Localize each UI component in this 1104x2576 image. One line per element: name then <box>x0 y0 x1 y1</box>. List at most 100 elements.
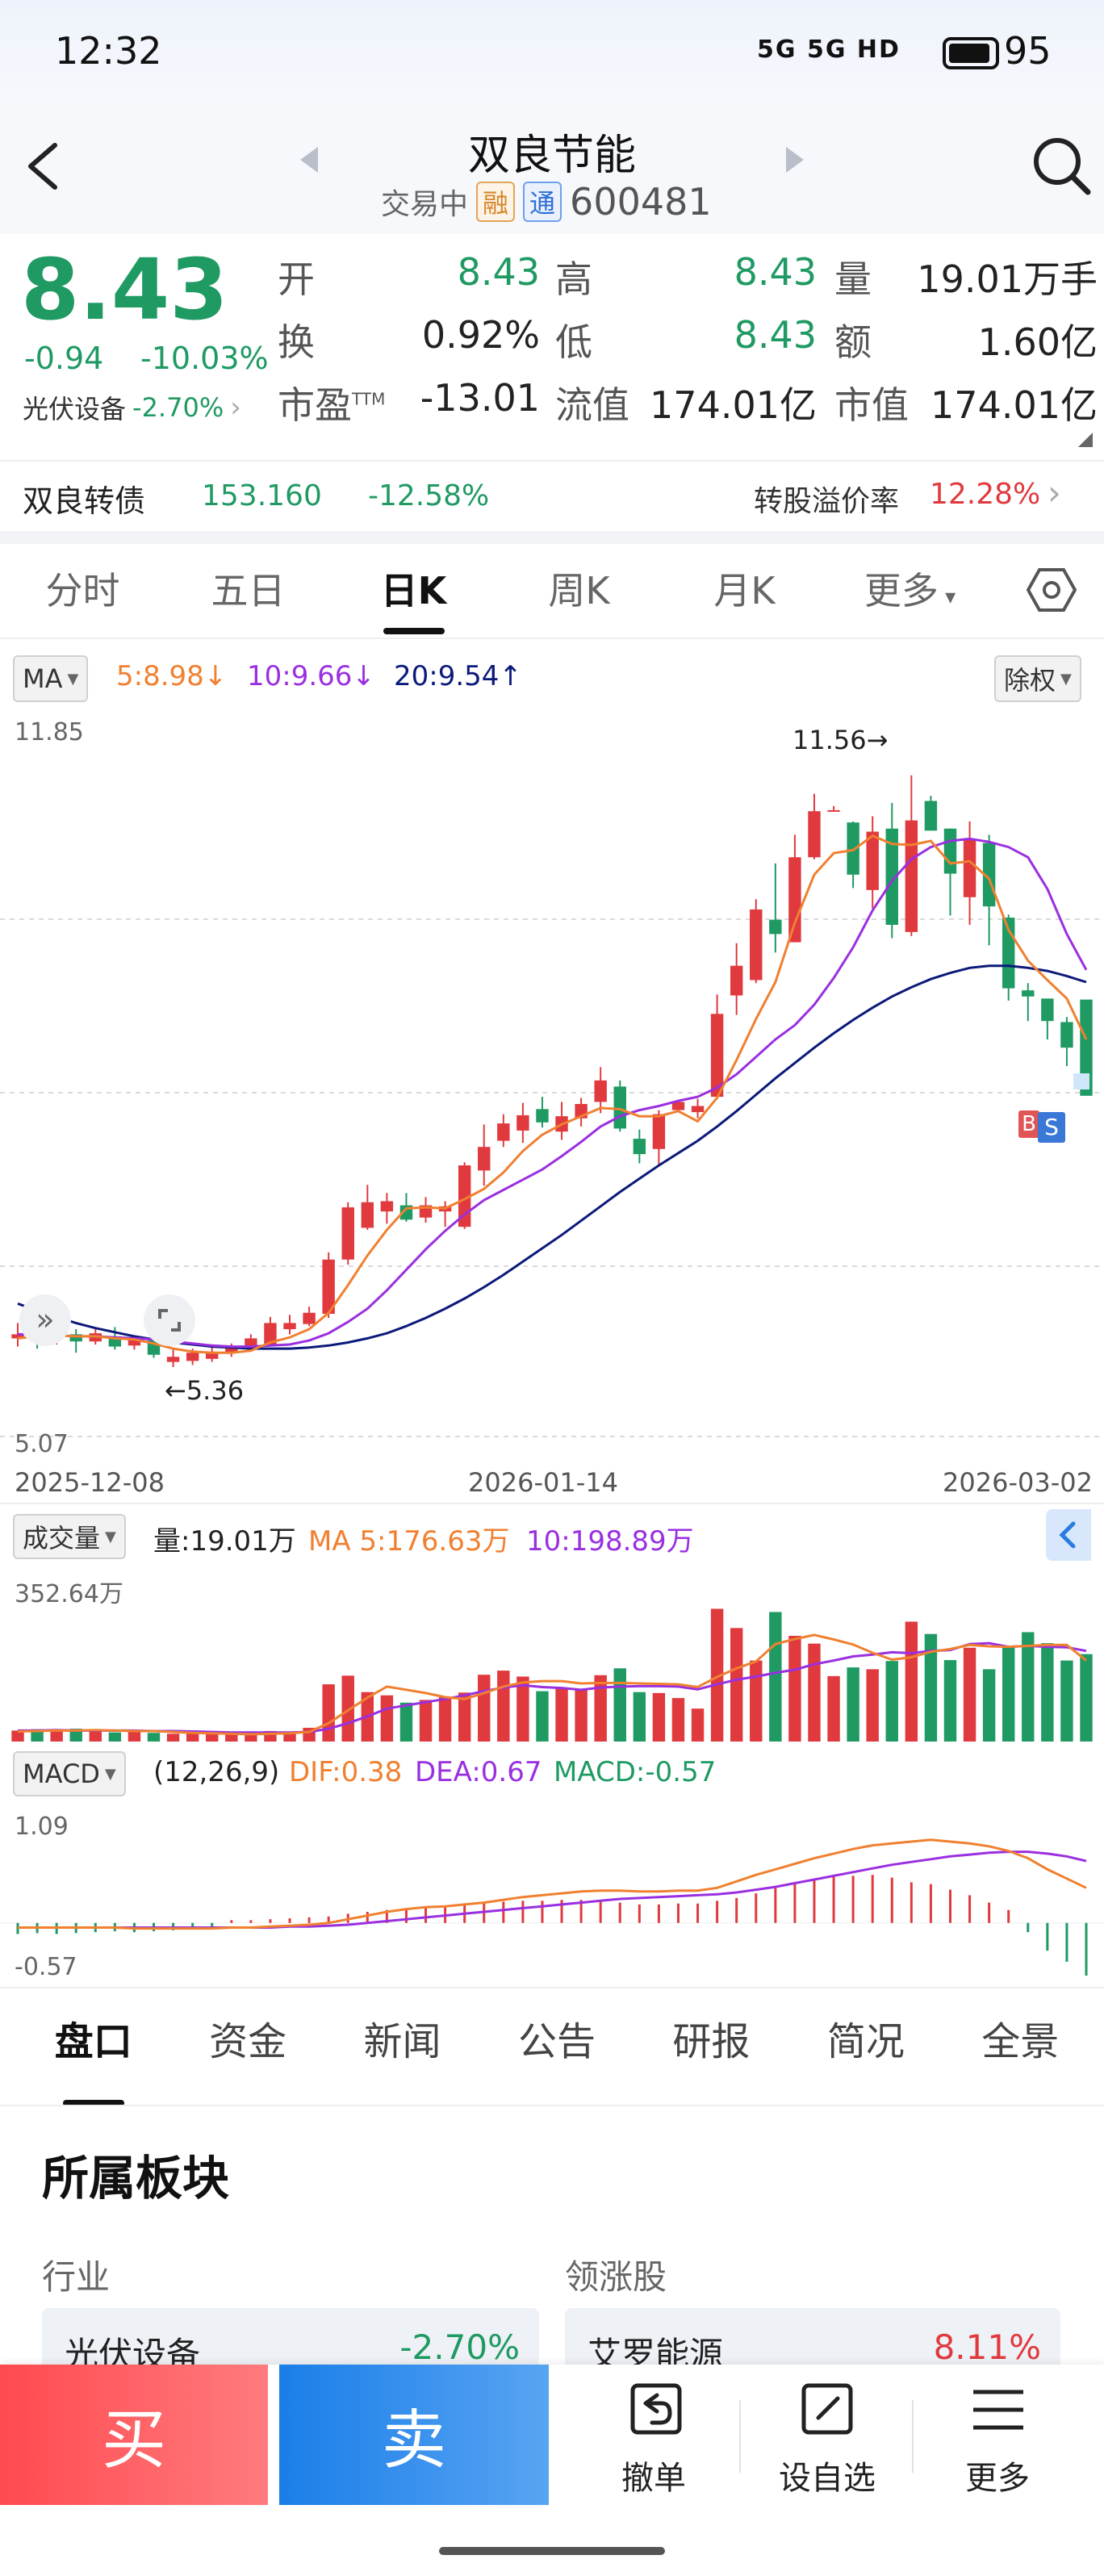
info-tab[interactable]: 资金 <box>170 1993 324 2106</box>
caret-down-icon: ▼ <box>1060 670 1072 688</box>
sell-button[interactable]: 卖 <box>279 2365 549 2505</box>
dif-line <box>18 1838 1087 1930</box>
volume-bar <box>943 1660 957 1742</box>
sector-link[interactable]: 光伏设备 -2.70% › <box>23 389 241 426</box>
macd-chart[interactable]: 1.09 -0.57 <box>0 1806 1104 1984</box>
info-tab[interactable]: 公告 <box>479 1993 634 2106</box>
price-change-pct: -10.03% <box>140 341 269 376</box>
macd-selector-label: MACD <box>23 1758 100 1789</box>
volume-indicator-bar: 成交量 ▼ 量:19.01万 MA 5:176.63万 10:198.89万 <box>0 1508 1104 1569</box>
prev-stock-icon[interactable] <box>297 144 321 176</box>
volume-chart[interactable]: 352.64万 <box>0 1569 1104 1743</box>
ma20-text: 20:9.54 <box>394 660 500 692</box>
kline-chart[interactable]: 11.85 5.07 11.56→ ←5.36 » B S <box>0 713 1104 1501</box>
add-watchlist-label: 设自选 <box>779 2460 876 2497</box>
divider <box>0 1503 1104 1504</box>
buy-button[interactable]: 买 <box>0 2365 268 2505</box>
date-end: 2026-03-02 <box>943 1467 1093 1498</box>
industry-column-label: 行业 <box>42 2257 111 2297</box>
ma-selector[interactable]: MA ▼ <box>13 655 89 702</box>
candle-body <box>710 1014 724 1098</box>
next-stock-icon[interactable] <box>783 144 807 176</box>
candle-body <box>943 828 957 874</box>
volume-bar <box>536 1691 549 1742</box>
volume-bar <box>11 1730 24 1742</box>
info-tab[interactable]: 简况 <box>788 1993 943 2106</box>
cancel-order-button[interactable]: 撤单 <box>573 2373 734 2510</box>
active-tab-indicator <box>62 2100 124 2106</box>
candle-body <box>536 1109 549 1123</box>
info-tab[interactable]: 研报 <box>634 1993 788 2106</box>
macd-dea: DEA:0.67 <box>415 1756 542 1788</box>
expand-panel-icon[interactable]: » <box>19 1294 71 1346</box>
ma5-value: 5:8.98↓ <box>116 660 227 692</box>
quote-label: 换 <box>278 320 315 364</box>
volume-bar <box>516 1676 529 1742</box>
chart-tab[interactable]: 五日 <box>165 544 331 638</box>
macd-axis-max: 1.09 <box>15 1813 69 1841</box>
back-icon[interactable] <box>21 134 69 199</box>
chart-tab[interactable]: 更多 ▾ <box>827 544 993 638</box>
add-watchlist-button[interactable]: 设自选 <box>742 2373 912 2510</box>
quote-label: 额 <box>834 320 872 364</box>
candle-body <box>1022 990 1035 997</box>
candle-body <box>245 1338 257 1347</box>
quote-value: 8.43 <box>734 250 817 294</box>
candle-body <box>808 811 821 858</box>
convertible-bond-row[interactable]: 双良转债 153.160 -12.58% 转股溢价率 12.28% › <box>0 462 1104 531</box>
chart-tab[interactable]: 日K <box>331 544 496 638</box>
info-tab-label: 简况 <box>826 2019 905 2064</box>
volume-selector[interactable]: 成交量 ▼ <box>13 1514 126 1559</box>
ma20-value: 20:9.54↑ <box>394 660 522 692</box>
chevron-right-icon: › <box>1048 473 1061 512</box>
stock-title: 双良节能 <box>467 132 636 180</box>
candle-body <box>750 909 763 981</box>
chart-tab[interactable]: 分时 <box>0 544 165 638</box>
candle-body <box>497 1123 510 1141</box>
quote-label: 低 <box>555 320 592 364</box>
volume-ma5-line <box>17 1633 1087 1736</box>
chart-tab[interactable]: 周K <box>496 544 662 638</box>
sell-signal-badge: S <box>1038 1112 1065 1143</box>
candle-body <box>613 1086 626 1129</box>
chart-settings-icon[interactable] <box>1026 565 1077 615</box>
volume-bar <box>750 1660 763 1742</box>
volume-bar <box>206 1733 219 1742</box>
quote-value: -13.01 <box>420 376 540 420</box>
bottom-bar: 买 卖 撤单 设自选 更多 <box>0 2365 1104 2576</box>
macd-selector[interactable]: MACD ▼ <box>13 1751 126 1796</box>
info-tab[interactable]: 全景 <box>943 1993 1098 2106</box>
more-button[interactable]: 更多 <box>917 2373 1078 2510</box>
info-tab[interactable]: 盘口 <box>16 1993 170 2106</box>
volume-bar <box>1002 1647 1015 1742</box>
chart-tab[interactable]: 月K <box>662 544 827 638</box>
status-time: 12:32 <box>55 29 162 73</box>
collapse-side-icon[interactable] <box>1046 1509 1091 1561</box>
candle-body <box>11 1334 24 1339</box>
quote-value: 174.01亿 <box>930 383 1098 427</box>
volume-bar <box>924 1633 938 1742</box>
candle-body <box>924 801 938 831</box>
volume-bar <box>905 1621 918 1742</box>
quote-label: 开 <box>278 257 315 301</box>
fullscreen-icon[interactable] <box>144 1294 195 1346</box>
candle-body <box>303 1312 316 1324</box>
info-tab[interactable]: 新闻 <box>325 1993 479 2106</box>
expand-corner-icon[interactable] <box>1078 433 1093 447</box>
volume-bar <box>866 1669 879 1742</box>
volume-bar <box>380 1695 394 1742</box>
marker-square <box>1073 1073 1089 1089</box>
macd-params: (12,26,9) <box>153 1756 280 1788</box>
dea-line <box>18 1850 1087 1929</box>
ma-selector-label: MA <box>23 663 63 694</box>
margin-badge: 融 <box>476 182 516 222</box>
quote-grid: 开 8.43 高 8.43 量 19.01万手换 0.92% 低 8.43 额 1.60亿 市盈TTM… <box>278 250 1098 444</box>
search-icon[interactable] <box>1030 134 1094 199</box>
candle-body <box>341 1207 354 1260</box>
quote-value: 1.60亿 <box>977 320 1098 364</box>
candle-body <box>652 1114 666 1149</box>
candle-body <box>963 839 976 897</box>
adjust-selector[interactable]: 除权 ▼ <box>994 655 1081 702</box>
quote-panel: 8.43 -0.94 -10.03% 光伏设备 -2.70% › 开 8.43 高 8… <box>0 234 1104 460</box>
volume-bar <box>225 1734 238 1742</box>
